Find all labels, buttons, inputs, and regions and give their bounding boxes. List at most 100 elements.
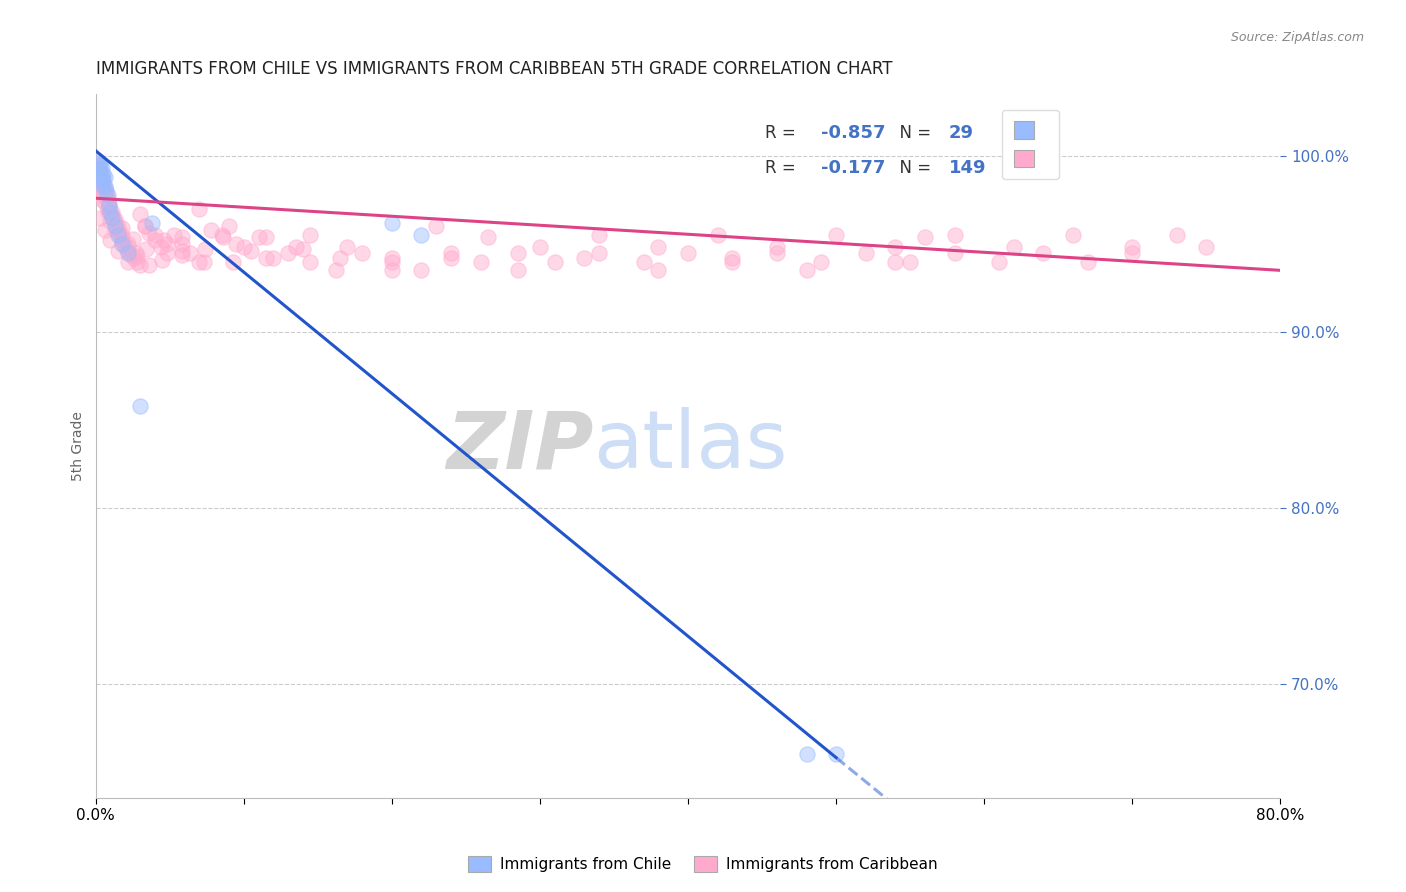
Point xyxy=(107,223,129,237)
Point xyxy=(336,240,359,254)
Point xyxy=(94,189,117,203)
Point xyxy=(796,747,818,761)
Point xyxy=(94,187,117,202)
Point xyxy=(91,178,114,193)
Point xyxy=(825,747,848,761)
Point xyxy=(381,216,404,230)
Point xyxy=(143,228,166,243)
Point xyxy=(1062,228,1084,243)
Point xyxy=(93,180,115,194)
Point xyxy=(93,196,115,211)
Text: 29: 29 xyxy=(949,124,974,142)
Point xyxy=(381,251,404,265)
Point xyxy=(100,234,122,248)
Point xyxy=(120,247,142,261)
Point xyxy=(170,244,193,258)
Point xyxy=(884,240,907,254)
Point xyxy=(91,193,114,207)
Point xyxy=(101,209,124,223)
Point xyxy=(98,202,121,216)
Point xyxy=(103,212,125,227)
Point xyxy=(122,251,145,265)
Point xyxy=(101,211,124,225)
Text: N =: N = xyxy=(890,124,936,142)
Point xyxy=(222,254,245,268)
Legend: Immigrants from Chile, Immigrants from Caribbean: Immigrants from Chile, Immigrants from C… xyxy=(460,848,946,880)
Point xyxy=(149,240,172,254)
Point xyxy=(810,254,832,268)
Point xyxy=(90,170,112,185)
Text: N =: N = xyxy=(890,160,936,178)
Point xyxy=(112,236,135,251)
Point xyxy=(721,251,744,265)
Point xyxy=(96,187,118,202)
Point xyxy=(96,202,118,216)
Point xyxy=(111,228,134,243)
Text: -0.177: -0.177 xyxy=(821,160,886,178)
Point xyxy=(117,245,139,260)
Point xyxy=(86,153,108,167)
Point xyxy=(93,223,115,237)
Point xyxy=(588,245,610,260)
Point xyxy=(104,212,127,227)
Point xyxy=(329,251,352,265)
Point xyxy=(262,251,284,265)
Point xyxy=(96,205,118,219)
Point xyxy=(440,245,463,260)
Point xyxy=(89,167,111,181)
Point xyxy=(98,198,121,212)
Point xyxy=(111,221,134,235)
Point xyxy=(138,258,160,272)
Point xyxy=(200,223,222,237)
Point xyxy=(855,245,877,260)
Point xyxy=(93,170,115,185)
Point xyxy=(706,228,728,243)
Point xyxy=(134,219,156,234)
Point xyxy=(90,175,112,189)
Text: ZIP: ZIP xyxy=(446,408,593,485)
Point xyxy=(104,219,127,234)
Point xyxy=(87,161,110,176)
Point xyxy=(96,193,118,207)
Point xyxy=(506,245,529,260)
Point xyxy=(100,214,122,228)
Point xyxy=(129,399,152,413)
Point xyxy=(232,240,254,254)
Point xyxy=(91,167,114,181)
Point xyxy=(1166,228,1188,243)
Point xyxy=(138,227,160,241)
Point xyxy=(127,249,149,263)
Point xyxy=(574,251,596,265)
Point xyxy=(87,178,110,193)
Point xyxy=(884,254,907,268)
Point xyxy=(105,219,128,234)
Point xyxy=(411,228,433,243)
Point xyxy=(194,242,217,256)
Point xyxy=(117,254,139,268)
Point xyxy=(188,254,211,268)
Text: atlas: atlas xyxy=(593,408,787,485)
Point xyxy=(86,154,108,169)
Y-axis label: 5th Grade: 5th Grade xyxy=(72,411,86,481)
Point xyxy=(193,254,215,268)
Point xyxy=(93,184,115,198)
Point xyxy=(1121,240,1143,254)
Point xyxy=(170,247,193,261)
Point xyxy=(87,158,110,172)
Point xyxy=(325,263,347,277)
Point xyxy=(240,244,263,258)
Point xyxy=(170,230,193,244)
Point xyxy=(477,230,499,244)
Point xyxy=(1032,245,1054,260)
Point xyxy=(103,211,125,225)
Point xyxy=(114,240,136,254)
Point xyxy=(188,202,211,216)
Point xyxy=(170,236,193,251)
Point xyxy=(107,244,129,258)
Point xyxy=(90,172,112,186)
Point xyxy=(647,240,669,254)
Point xyxy=(150,252,173,267)
Point xyxy=(1372,377,1395,392)
Point xyxy=(898,254,921,268)
Point xyxy=(988,254,1011,268)
